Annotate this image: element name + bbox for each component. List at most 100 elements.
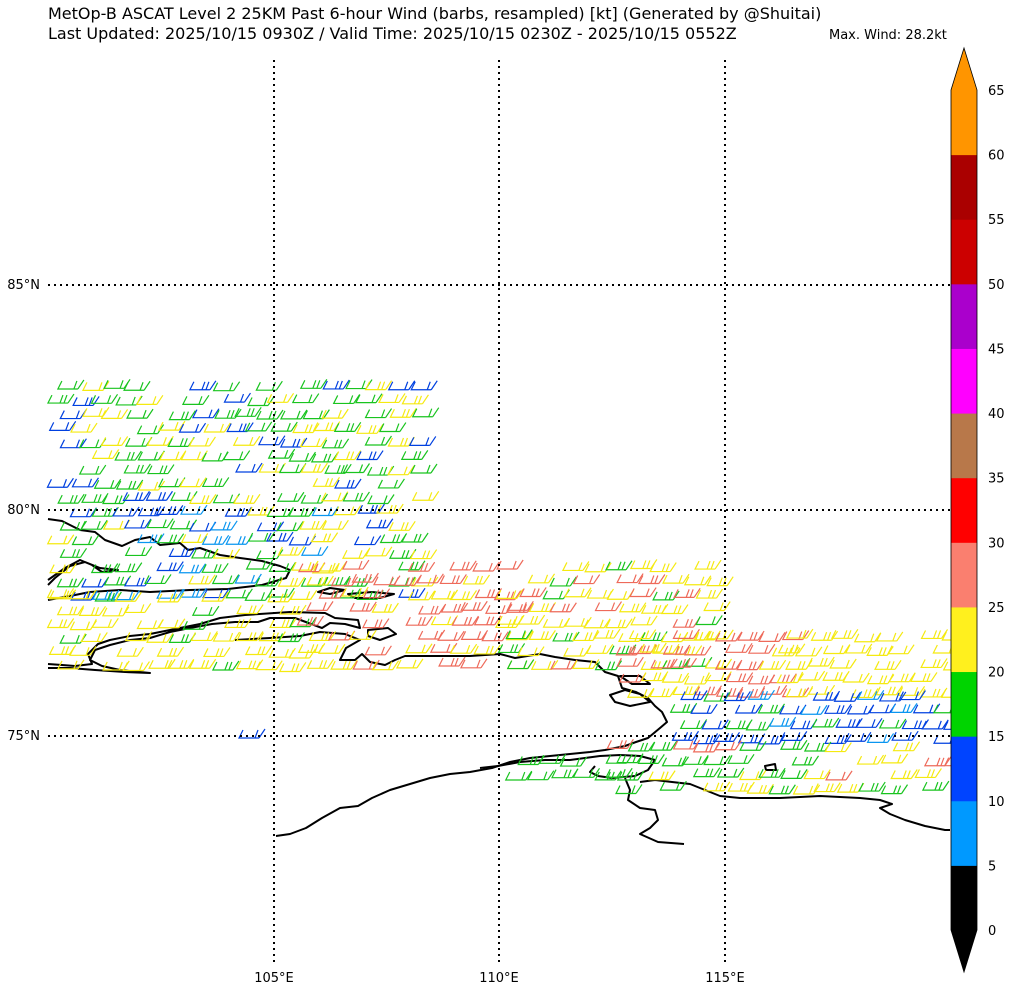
wind-barb (683, 645, 712, 656)
colorbar-tick-label: 45 (988, 342, 1005, 357)
wind-barb (920, 658, 948, 669)
wind-barb (232, 493, 261, 504)
wind-barb (571, 631, 600, 642)
wind-barb (768, 784, 796, 795)
wind-barb (181, 395, 210, 405)
wind-barb (528, 602, 557, 613)
wind-barb (288, 506, 316, 517)
wind-barb (276, 491, 305, 502)
wind-barb (410, 576, 439, 587)
wind-barb (244, 645, 273, 656)
wind-barb (123, 518, 152, 529)
wind-barb (156, 592, 185, 603)
wind-barb (80, 519, 108, 530)
wind-barb (114, 591, 142, 602)
wind-barb (408, 436, 437, 447)
colorbar-tick-label: 65 (988, 84, 1005, 99)
wind-barb (156, 533, 185, 544)
wind-barb (652, 590, 680, 601)
wind-barb (407, 561, 436, 572)
wind-barb (616, 770, 645, 781)
wind-barb (824, 734, 852, 744)
wind-barb (410, 380, 438, 391)
wind-barb (401, 394, 429, 405)
wind-barb (605, 618, 633, 629)
wind-barb (322, 379, 350, 390)
coastline-taymyr-south (47, 611, 361, 674)
colorbar-tick-label: 10 (988, 795, 1005, 810)
wind-barb (377, 478, 405, 489)
wind-barb (72, 396, 100, 407)
wind-barb (365, 518, 394, 529)
wind-barb (324, 463, 352, 474)
wind-barb (662, 644, 691, 655)
wind-barb (78, 606, 107, 616)
wind-barb (367, 494, 395, 505)
wind-barb (232, 435, 261, 446)
wind-barb (812, 690, 841, 701)
wind-barb (660, 604, 689, 615)
wind-barb (661, 672, 690, 683)
wind-barb (306, 658, 335, 669)
wind-barb (46, 393, 75, 404)
wind-barb (703, 755, 731, 766)
wind-barb (310, 452, 339, 463)
wind-barb (921, 780, 950, 791)
wind-barb (715, 686, 744, 697)
wind-barb (923, 756, 952, 767)
wind-barb (168, 633, 196, 643)
wind-barb (920, 629, 949, 640)
wind-barb (310, 532, 339, 543)
wind-barb (136, 424, 165, 435)
wind-barb (649, 740, 678, 751)
wind-barb (640, 671, 669, 682)
wind-barb (46, 618, 75, 629)
wind-barb (124, 546, 153, 557)
wind-barb (745, 720, 774, 731)
wind-barb (333, 505, 362, 516)
colorbar-tick-label: 0 (988, 924, 996, 939)
wind-barb (212, 381, 241, 392)
wind-barb (704, 658, 733, 669)
wind-barb (378, 393, 406, 404)
wind-barb (630, 615, 658, 626)
wind-barb (858, 781, 886, 792)
wind-barb (472, 561, 500, 572)
wind-barb (758, 659, 787, 670)
wind-barb (438, 656, 466, 667)
wind-barb (725, 642, 753, 653)
wind-barb (379, 533, 408, 544)
wind-barb (266, 531, 294, 542)
wind-barb (780, 739, 808, 750)
wind-barb (572, 574, 601, 585)
wind-barb (549, 602, 577, 613)
wind-barb (210, 520, 238, 531)
wind-barb (909, 672, 938, 683)
wind-barb (387, 465, 415, 476)
wind-barb (789, 719, 818, 730)
wind-barb (333, 450, 362, 461)
wind-barb (640, 603, 669, 614)
wind-barb (449, 643, 478, 654)
wind-barb (585, 643, 614, 654)
wind-barb (738, 770, 767, 781)
wind-barb (321, 408, 349, 419)
colorbar-segment (951, 283, 977, 349)
wind-barb (901, 719, 929, 730)
wind-barb (559, 756, 588, 767)
wind-barb (245, 559, 274, 570)
wind-barb (810, 630, 839, 641)
wind-barb (409, 549, 438, 560)
wind-barb (202, 647, 231, 658)
wind-barb (258, 462, 286, 473)
wind-barb (349, 629, 377, 640)
wind-barb (267, 592, 295, 603)
wind-barb (866, 674, 895, 685)
wind-barb (672, 617, 700, 628)
wind-barb (211, 574, 240, 585)
wind-barb (637, 574, 666, 585)
wind-barb (517, 755, 545, 766)
colorbar-segment (951, 800, 977, 866)
wind-barb (297, 643, 326, 653)
wind-barb (296, 615, 324, 626)
